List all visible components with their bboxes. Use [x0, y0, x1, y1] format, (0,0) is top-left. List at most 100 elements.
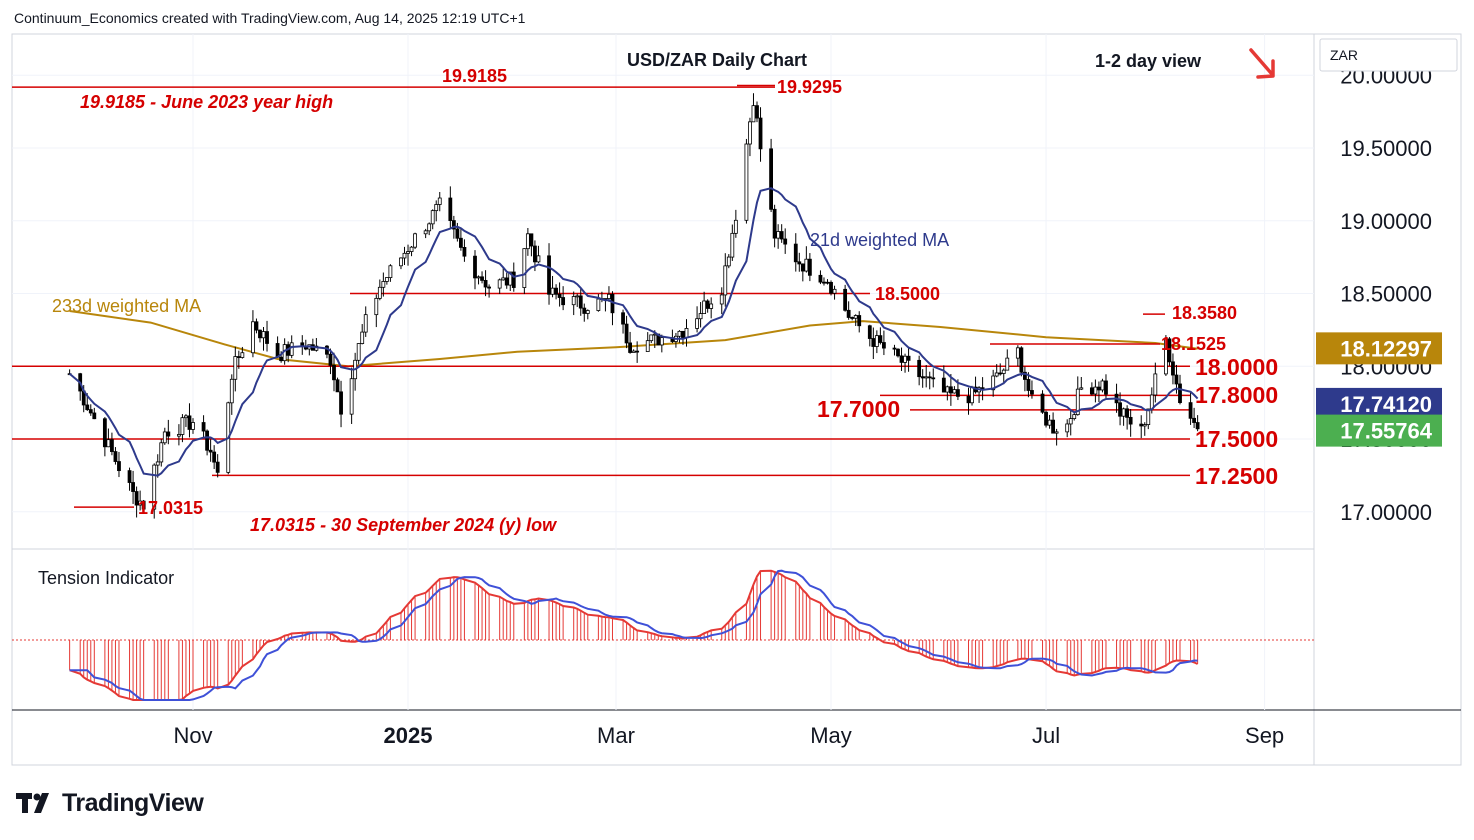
candle: [635, 341, 640, 363]
candle-body: [335, 379, 340, 393]
candle: [483, 270, 488, 297]
candle-body: [522, 248, 527, 288]
candle: [208, 439, 213, 462]
candle: [240, 346, 245, 359]
brand[interactable]: TradingView: [16, 788, 204, 818]
candle-body: [1023, 371, 1027, 380]
candle: [931, 368, 936, 388]
candle-body: [1104, 380, 1108, 395]
candle: [1146, 408, 1151, 430]
candle-body: [413, 233, 417, 248]
y-tick-label: 19.50000: [1340, 136, 1432, 161]
candle: [1121, 407, 1126, 426]
candle: [1171, 353, 1175, 385]
candle-body: [684, 328, 689, 338]
price-tag-label: 18.12297: [1340, 336, 1432, 361]
candle: [670, 329, 675, 344]
candle: [843, 284, 848, 312]
currency-box[interactable]: [1319, 38, 1458, 72]
candle: [113, 447, 118, 465]
candle: [254, 318, 259, 334]
candle-body: [406, 251, 410, 254]
price-tag-bg: [1316, 387, 1442, 420]
level-label-17-5000: 17.5000: [1195, 426, 1278, 452]
chart-title: USD/ZAR Daily Chart: [627, 50, 807, 70]
candle-body: [1100, 380, 1105, 391]
chart-header: Continuum_Economics created with Trading…: [14, 10, 526, 26]
candle: [215, 454, 220, 478]
level-label-17-2500: 17.2500: [1195, 463, 1278, 489]
candle-body: [427, 223, 432, 232]
candle: [1068, 409, 1073, 436]
time-axis[interactable]: Nov 2025 Mar May Jul Sep: [173, 723, 1284, 748]
candle: [458, 228, 463, 251]
candle: [998, 363, 1003, 376]
candle-body: [966, 395, 971, 404]
candle-body: [920, 376, 925, 379]
candle: [356, 343, 361, 365]
candle-body: [945, 386, 950, 393]
candle: [360, 324, 365, 345]
candle-body: [176, 434, 181, 437]
candle-body: [758, 117, 763, 150]
candle-body: [681, 330, 685, 338]
candle: [106, 428, 111, 448]
candle: [846, 301, 851, 320]
y-tick-label: 19.00000: [1340, 209, 1432, 234]
candle: [829, 280, 833, 296]
candle: [236, 350, 241, 369]
candle: [804, 246, 809, 273]
candle: [702, 291, 707, 314]
candle: [748, 117, 752, 157]
candle-body: [702, 300, 707, 314]
candle: [871, 327, 876, 359]
candle: [258, 329, 262, 343]
candle: [797, 252, 802, 272]
candle: [779, 224, 784, 243]
candle-body: [829, 281, 833, 294]
candle-body: [141, 500, 146, 510]
candle-body: [476, 276, 481, 279]
candle-body: [508, 271, 513, 286]
candle-body: [899, 355, 904, 363]
candle-body: [991, 375, 996, 391]
candle-body: [215, 461, 220, 473]
candle-body: [1195, 422, 1200, 430]
tension-label: Tension Indicator: [38, 568, 174, 588]
candle-body: [1125, 408, 1130, 418]
candle-body: [208, 449, 213, 453]
candle: [698, 302, 703, 328]
candle: [874, 330, 879, 354]
candle: [758, 107, 763, 162]
annotation-low: 17.0315 - 30 September 2024 (y) low: [250, 515, 557, 535]
price-axis[interactable]: 17.0000017.5000018.0000018.5000019.00000…: [1340, 63, 1432, 525]
candle-body: [187, 415, 192, 430]
candle-body: [1128, 416, 1133, 425]
candle: [550, 275, 555, 298]
candle: [501, 268, 506, 281]
candle: [582, 303, 587, 322]
candle-body: [797, 261, 802, 265]
candle-body: [233, 356, 238, 380]
candle: [159, 439, 164, 467]
candle-body: [561, 297, 566, 306]
candle-body: [265, 331, 269, 344]
candle: [1005, 349, 1010, 371]
candle: [191, 418, 195, 434]
tension-line: [69, 569, 1199, 701]
candle: [127, 467, 132, 491]
candle-body: [1019, 347, 1024, 373]
candle: [751, 93, 756, 123]
candle: [314, 338, 319, 352]
currency-label: ZAR: [1330, 47, 1358, 63]
candle-body: [536, 255, 541, 263]
candle-body: [102, 418, 107, 448]
candle: [903, 353, 907, 373]
candle: [723, 253, 728, 307]
annotation-low-value: 17.0315: [138, 498, 203, 518]
candle-body: [772, 208, 777, 239]
ma233-label: 233d weighted MA: [52, 296, 201, 316]
candle: [631, 349, 636, 353]
candle: [497, 278, 502, 295]
